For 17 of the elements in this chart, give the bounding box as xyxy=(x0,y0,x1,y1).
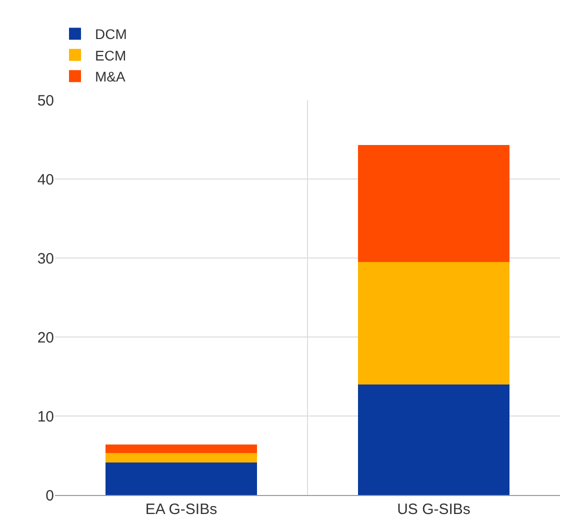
y-tick-label: 0 xyxy=(46,487,54,504)
legend-label: ECM xyxy=(95,47,126,64)
bar xyxy=(358,384,510,495)
bar xyxy=(106,453,257,463)
y-tick-label: 40 xyxy=(37,171,54,188)
bar xyxy=(106,462,257,495)
legend-label: M&A xyxy=(95,68,126,85)
bar xyxy=(358,262,510,384)
x-tick-label: US G-SIBs xyxy=(397,501,470,518)
bar xyxy=(106,444,257,454)
x-tick-label: EA G-SIBs xyxy=(145,501,218,518)
bar xyxy=(358,145,510,262)
legend-label: DCM xyxy=(95,26,127,42)
y-tick-label: 20 xyxy=(37,329,54,346)
y-tick-label: 50 xyxy=(37,92,54,110)
y-tick-label: 30 xyxy=(37,250,54,268)
y-tick-label: 10 xyxy=(37,408,54,426)
